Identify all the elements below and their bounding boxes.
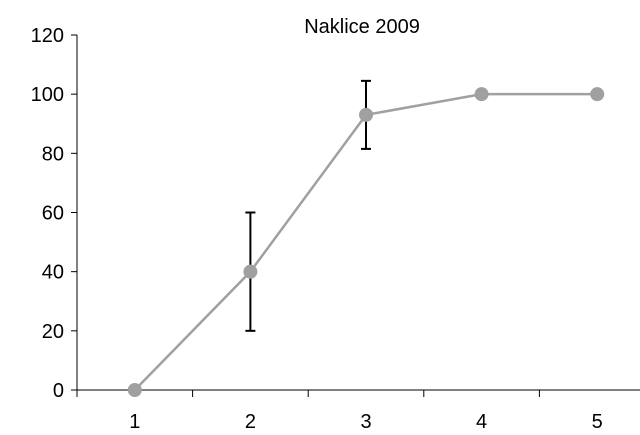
data-point: [359, 107, 373, 122]
y-tick-label: 40: [42, 262, 64, 284]
axes: [76, 35, 640, 391]
error-bars: [245, 79, 371, 332]
y-tick-label: 100: [31, 84, 64, 106]
x-tick-label: 2: [245, 411, 256, 433]
series-layer: [127, 87, 605, 397]
x-tick-label: 1: [129, 411, 140, 433]
chart-title: Naklice 2009: [304, 16, 420, 38]
y-tick-label: 120: [31, 25, 64, 47]
y-tick-label: 80: [42, 143, 64, 165]
data-point: [127, 383, 142, 397]
y-tick-label: 20: [42, 321, 64, 343]
y-tick-label: 60: [42, 203, 64, 225]
data-point: [590, 87, 605, 102]
y-tick-label: 0: [53, 380, 64, 402]
x-axis-ticks: 1 2 3 4 5: [76, 390, 603, 433]
x-tick-label: 5: [592, 411, 603, 433]
data-point: [243, 264, 258, 279]
x-tick-label: 4: [476, 411, 487, 433]
data-point: [474, 87, 489, 102]
x-tick-label: 3: [360, 411, 371, 433]
y-axis-ticks: 0 20 40 60 80 100 120: [31, 25, 77, 402]
